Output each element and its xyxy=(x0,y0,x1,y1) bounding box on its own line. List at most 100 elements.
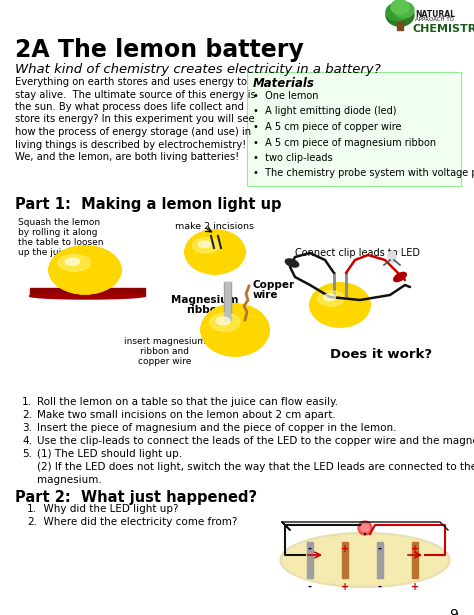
Ellipse shape xyxy=(52,248,119,293)
Ellipse shape xyxy=(201,304,269,356)
Text: -: - xyxy=(308,582,312,592)
Text: Magnesium: Magnesium xyxy=(171,295,239,305)
Ellipse shape xyxy=(201,304,269,356)
Ellipse shape xyxy=(61,254,112,288)
Ellipse shape xyxy=(203,243,233,265)
Ellipse shape xyxy=(315,296,369,322)
Ellipse shape xyxy=(193,236,240,270)
Ellipse shape xyxy=(323,294,336,301)
Text: Why did the LED light up?: Why did the LED light up? xyxy=(37,504,179,514)
Ellipse shape xyxy=(320,290,363,322)
Ellipse shape xyxy=(394,2,414,18)
Ellipse shape xyxy=(192,238,219,253)
Text: Make two small incisions on the lemon about 2 cm apart.: Make two small incisions on the lemon ab… xyxy=(37,410,336,420)
Text: We, and the lemon, are both living batteries!: We, and the lemon, are both living batte… xyxy=(15,152,239,162)
Ellipse shape xyxy=(65,258,80,265)
Bar xyxy=(342,542,348,578)
Bar xyxy=(307,542,313,578)
Text: Connect clip leads to LED: Connect clip leads to LED xyxy=(295,248,420,258)
Ellipse shape xyxy=(58,252,115,290)
Ellipse shape xyxy=(199,241,210,248)
Ellipse shape xyxy=(218,317,257,347)
Ellipse shape xyxy=(210,311,263,351)
Ellipse shape xyxy=(215,315,259,348)
Ellipse shape xyxy=(388,251,396,263)
Text: ribbon: ribbon xyxy=(186,305,224,315)
Ellipse shape xyxy=(283,535,447,585)
Text: Part 1:  Making a lemon light up: Part 1: Making a lemon light up xyxy=(15,197,282,212)
Text: Insert the piece of magnesium and the piece of copper in the lemon.: Insert the piece of magnesium and the pi… xyxy=(37,423,396,433)
Ellipse shape xyxy=(198,239,237,268)
Ellipse shape xyxy=(190,243,244,269)
Text: +: + xyxy=(411,582,419,592)
Ellipse shape xyxy=(201,304,269,356)
Ellipse shape xyxy=(185,230,245,274)
Text: 5.: 5. xyxy=(22,449,32,459)
Ellipse shape xyxy=(58,255,91,271)
Text: 4.: 4. xyxy=(22,436,32,446)
Ellipse shape xyxy=(207,308,265,353)
Ellipse shape xyxy=(280,533,450,587)
Ellipse shape xyxy=(201,241,235,266)
Text: +: + xyxy=(341,544,349,554)
Text: -: - xyxy=(378,544,382,554)
Text: 2A The lemon battery: 2A The lemon battery xyxy=(15,38,304,62)
Text: stay alive.  The ultimate source of this energy is: stay alive. The ultimate source of this … xyxy=(15,90,256,100)
Ellipse shape xyxy=(315,287,366,325)
Ellipse shape xyxy=(206,319,268,349)
Ellipse shape xyxy=(386,3,408,21)
Ellipse shape xyxy=(310,283,370,327)
Ellipse shape xyxy=(285,259,299,267)
Text: Squash the lemon: Squash the lemon xyxy=(18,218,100,227)
Text: Roll the lemon on a table so that the juice can flow easily.: Roll the lemon on a table so that the ju… xyxy=(37,397,338,407)
Ellipse shape xyxy=(358,521,372,535)
Bar xyxy=(30,288,145,296)
Text: 3.: 3. xyxy=(22,423,32,433)
Text: •  The chemistry probe system with voltage probe.: • The chemistry probe system with voltag… xyxy=(253,169,474,178)
Text: wire: wire xyxy=(253,290,279,300)
Text: ribbon and: ribbon and xyxy=(140,347,190,356)
Ellipse shape xyxy=(70,260,106,284)
Ellipse shape xyxy=(190,234,242,271)
Bar xyxy=(377,542,383,578)
Text: +: + xyxy=(341,582,349,592)
Ellipse shape xyxy=(326,294,360,319)
Text: -: - xyxy=(378,582,382,592)
Ellipse shape xyxy=(29,293,145,299)
Ellipse shape xyxy=(394,272,406,282)
Ellipse shape xyxy=(55,260,119,288)
Ellipse shape xyxy=(318,291,345,306)
Text: •  One lemon: • One lemon xyxy=(253,91,319,101)
Text: by rolling it along: by rolling it along xyxy=(18,228,98,237)
FancyBboxPatch shape xyxy=(247,72,461,186)
Ellipse shape xyxy=(310,301,317,309)
Text: insert magnesium: insert magnesium xyxy=(124,337,206,346)
Text: •  two clip-leads: • two clip-leads xyxy=(253,153,333,163)
Text: Where did the electricity come from?: Where did the electricity come from? xyxy=(37,517,237,527)
Ellipse shape xyxy=(188,232,243,272)
Text: Everything on earth stores and uses energy to: Everything on earth stores and uses ener… xyxy=(15,77,247,87)
Ellipse shape xyxy=(212,312,261,350)
Ellipse shape xyxy=(204,306,267,354)
Text: NATURAL: NATURAL xyxy=(415,10,455,19)
Text: copper wire: copper wire xyxy=(138,357,191,366)
Ellipse shape xyxy=(312,285,368,326)
Ellipse shape xyxy=(210,313,240,331)
Ellipse shape xyxy=(64,256,110,287)
Ellipse shape xyxy=(49,246,121,294)
Text: the sun. By what process does life collect and: the sun. By what process does life colle… xyxy=(15,102,244,112)
Bar xyxy=(224,282,231,320)
Text: how the process of energy storage (and use) in: how the process of energy storage (and u… xyxy=(15,127,251,137)
Text: •  A light emitting diode (led): • A light emitting diode (led) xyxy=(253,106,396,116)
Text: living things is described by electrochemistry!: living things is described by electroche… xyxy=(15,140,246,149)
Ellipse shape xyxy=(55,250,117,291)
Text: -: - xyxy=(308,544,312,554)
Ellipse shape xyxy=(48,266,55,274)
Text: 2.: 2. xyxy=(27,517,37,527)
Ellipse shape xyxy=(195,237,238,269)
Ellipse shape xyxy=(221,319,255,345)
Text: make 2 incisions: make 2 incisions xyxy=(175,222,254,231)
Text: (1) The LED should light up.: (1) The LED should light up. xyxy=(37,449,182,459)
Text: CHEMISTRY: CHEMISTRY xyxy=(413,24,474,34)
Text: APPROACH TO: APPROACH TO xyxy=(415,17,454,22)
